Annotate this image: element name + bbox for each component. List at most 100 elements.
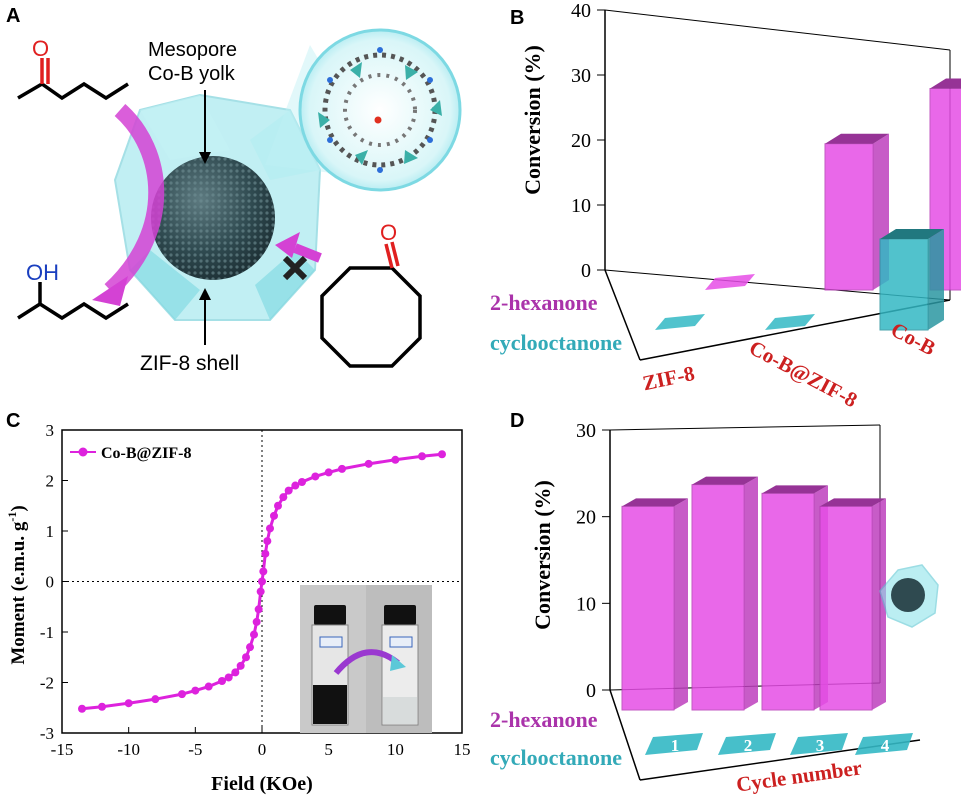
c-data-point xyxy=(231,668,240,677)
framework-structure xyxy=(318,47,442,173)
c-data-point xyxy=(218,676,226,685)
d-bar-front xyxy=(691,484,745,711)
c-data-point xyxy=(124,699,133,708)
d-bar-side xyxy=(744,476,758,710)
c-data-point xyxy=(291,481,300,490)
d-bar-flat xyxy=(855,733,913,755)
panel-c: C Moment (e.m.u. g-1) Field (KOe) -15 -10… xyxy=(0,405,480,797)
c-xtick-label: 10 xyxy=(387,740,404,759)
hexanone-molecule xyxy=(17,58,129,101)
c-data-point xyxy=(270,511,278,520)
c-data-point xyxy=(258,577,266,586)
c-data-point xyxy=(263,537,272,546)
d-bar xyxy=(691,476,758,711)
vial-photo-inset xyxy=(300,585,432,733)
b-category-label: ZIF-8 xyxy=(640,361,696,395)
d-category-label: 1 xyxy=(671,736,680,755)
b-bar xyxy=(824,133,889,291)
b-ytick-label: 0 xyxy=(581,260,591,282)
oxygen-label-top: O xyxy=(32,36,49,61)
b-bar-flat xyxy=(655,314,705,330)
reaction-arrow-head xyxy=(92,276,128,306)
d-bar xyxy=(621,498,688,711)
c-data-point xyxy=(311,472,320,481)
shell-label: ZIF-8 shell xyxy=(140,352,239,375)
b-series-label: cyclooctanone xyxy=(490,330,622,355)
b-bar-flat xyxy=(765,314,815,330)
d-bar-front xyxy=(819,505,873,711)
b-bar-top xyxy=(880,229,944,239)
blocked-cross xyxy=(282,255,308,281)
c-data-point xyxy=(250,630,258,639)
c-data-point xyxy=(284,486,293,495)
yolk-shell-icon xyxy=(879,564,939,628)
b-bar xyxy=(879,229,944,331)
c-data-point xyxy=(324,468,333,477)
c-ytick-label: -2 xyxy=(40,674,54,693)
oxygen-label-ring: O xyxy=(380,220,397,245)
yolk-label-line2: Co-B yolk xyxy=(148,63,236,85)
panel-a: A O Mesopore Co-B yolk ZIF-8 shell xyxy=(0,0,480,400)
legend-marker xyxy=(78,447,88,457)
d-ytick-label: 10 xyxy=(576,593,596,615)
c-data-point xyxy=(256,587,265,596)
panel-b-letter: B xyxy=(510,7,524,29)
panel-c-letter: C xyxy=(6,410,20,432)
chart-c-xlabel: Field (KOe) xyxy=(211,773,313,795)
d-bar-front xyxy=(621,505,675,711)
b-ytick-label: 30 xyxy=(571,65,591,87)
c-ytick-label: 3 xyxy=(46,421,55,440)
chart-c-ylabel: Moment (e.m.u. g-1) xyxy=(5,505,29,664)
c-data-point xyxy=(391,455,400,464)
d-series-label: cyclooctanone xyxy=(490,745,622,770)
d-bar xyxy=(819,498,886,711)
c-data-point xyxy=(178,690,186,699)
reaction-arrow xyxy=(104,104,165,296)
d-bar-flat xyxy=(790,733,848,755)
c-data-point xyxy=(252,617,261,626)
c-xtick-label: -10 xyxy=(117,740,140,759)
b-category-label: Co-B@ZIF-8 xyxy=(745,335,861,410)
c-data-point xyxy=(338,464,346,473)
c-data-point xyxy=(266,524,274,533)
d-bar-front xyxy=(761,492,815,711)
b-back-top xyxy=(604,9,951,51)
b-bar-flat xyxy=(705,274,755,290)
d-bar-top xyxy=(622,498,688,507)
chart-b-ylabel: Conversion (%) xyxy=(520,45,545,195)
c-ytick-label: 2 xyxy=(46,472,55,491)
c-data-point xyxy=(246,643,254,652)
c-data-point xyxy=(151,695,160,704)
c-xtick-label: -5 xyxy=(188,740,202,759)
chart-d-bars xyxy=(621,476,913,755)
b-ytick-label: 20 xyxy=(571,130,591,152)
vial-left-dark-liquid xyxy=(313,685,347,724)
d-bar-side xyxy=(674,498,688,710)
c-ytick-label: 0 xyxy=(46,573,55,592)
c-data-point xyxy=(78,704,86,713)
chart-c-legend: Co-B@ZIF-8 xyxy=(70,445,191,462)
hydroxyl-label: OH xyxy=(26,260,59,285)
d-category-label: 3 xyxy=(816,736,825,755)
d-bar-top xyxy=(692,476,758,485)
b-bar-front xyxy=(879,238,929,331)
c-data-point xyxy=(254,605,263,614)
yolk-pointer-head xyxy=(199,152,211,164)
chart-c-points xyxy=(78,450,446,713)
vial-label-right xyxy=(389,636,413,648)
panel-d: D Conversion (%) 0 10 20 30 1 2 3 4 2-hexanone c… xyxy=(480,405,961,797)
carbonyl-bond-1 xyxy=(384,243,394,269)
cyclooctanone-ring xyxy=(320,266,422,368)
legend-label: Co-B@ZIF-8 xyxy=(101,445,191,462)
vial-cap-right xyxy=(384,605,416,625)
panel-d-letter: D xyxy=(510,410,524,432)
c-data-point xyxy=(261,549,270,558)
c-data-point xyxy=(259,567,268,576)
c-data-point xyxy=(191,686,200,695)
c-data-point xyxy=(298,478,306,487)
c-data-point xyxy=(204,682,213,691)
c-data-point xyxy=(438,450,446,459)
b-bar-top xyxy=(825,133,889,144)
